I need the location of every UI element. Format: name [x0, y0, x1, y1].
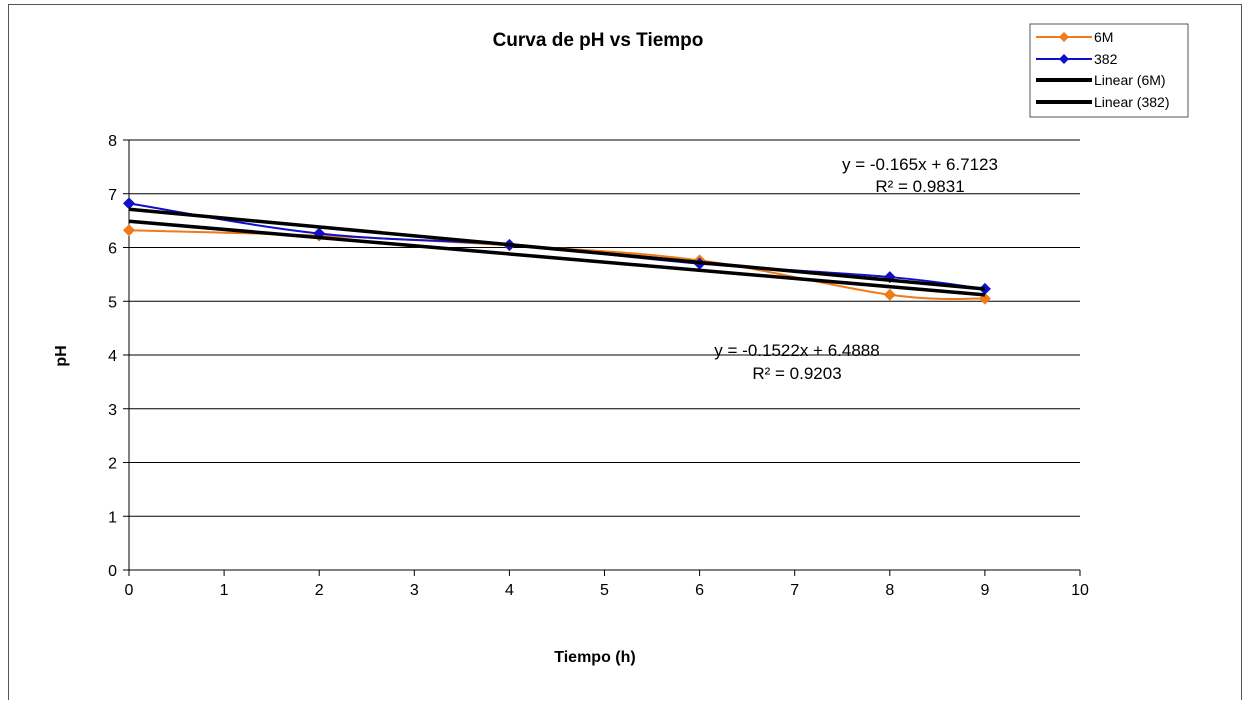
y-tick-label: 0 [108, 563, 117, 580]
annotation-r2-1: R² = 0.9831 [875, 177, 964, 196]
axes [123, 139, 1081, 576]
x-tick-labels: 0 1 2 3 4 5 6 7 8 9 10 [125, 582, 1089, 599]
annotation-equation-2: y = -0.1522x + 6.4888 [714, 341, 879, 360]
chart-title: Curva de pH vs Tiempo [493, 30, 704, 51]
annotation-1: y = -0.165x + 6.7123 R² = 0.9831 [842, 155, 998, 196]
x-tick-label: 4 [505, 582, 514, 599]
y-tick-labels: 0 1 2 3 4 5 6 7 8 [108, 133, 117, 580]
y-tick-label: 3 [108, 402, 117, 419]
x-axis-label: Tiempo (h) [554, 649, 635, 666]
x-tick-label: 9 [980, 582, 989, 599]
annotation-r2-2: R² = 0.9203 [752, 364, 841, 383]
x-tick-label: 7 [790, 582, 799, 599]
legend-marker-382 [1059, 54, 1069, 64]
chart-frame [8, 4, 1242, 700]
x-tick-label: 5 [600, 582, 609, 599]
legend-label-linear-6m: Linear (6M) [1094, 72, 1166, 88]
x-tick-label: 10 [1071, 582, 1089, 599]
y-tick-label: 2 [108, 456, 117, 473]
data-point-382 [123, 197, 135, 210]
x-tick-label: 2 [315, 582, 324, 599]
y-tick-label: 5 [108, 294, 117, 311]
legend-label-6m: 6M [1094, 29, 1113, 45]
x-tick-label: 8 [885, 582, 894, 599]
legend-label-linear-382: Linear (382) [1094, 94, 1170, 110]
y-tick-label: 4 [108, 348, 117, 365]
annotation-equation-1: y = -0.165x + 6.7123 [842, 155, 998, 174]
annotation-2: y = -0.1522x + 6.4888 R² = 0.9203 [714, 341, 879, 383]
x-tick-label: 1 [220, 582, 229, 599]
legend: 6M 382 Linear (6M) Linear (382) [1029, 23, 1189, 118]
gridlines [129, 139, 1080, 517]
trendline-linear-382- [128, 207, 986, 291]
legend-marker-6m [1059, 32, 1069, 42]
legend-label-382: 382 [1094, 51, 1118, 67]
legend-item-linear-382: Linear (382) [1036, 94, 1170, 110]
x-tick-label: 3 [410, 582, 419, 599]
legend-item-382: 382 [1036, 51, 1118, 67]
data-point-6m [883, 288, 896, 301]
y-tick-label: 7 [108, 187, 117, 204]
legend-item-6m: 6M [1036, 29, 1113, 45]
y-tick-label: 8 [108, 133, 117, 150]
data-point-6m [123, 224, 135, 237]
series-layer [123, 197, 991, 305]
y-tick-label: 1 [108, 509, 117, 526]
y-axis-label: pH [53, 345, 70, 366]
y-tick-label: 6 [108, 241, 117, 258]
series-line-6m [128, 229, 985, 301]
x-tick-label: 0 [125, 582, 134, 599]
x-tick-label: 6 [695, 582, 704, 599]
legend-item-linear-6m: Linear (6M) [1036, 72, 1166, 88]
trendline-linear-6m- [128, 219, 986, 297]
trendline-layer [128, 207, 986, 297]
